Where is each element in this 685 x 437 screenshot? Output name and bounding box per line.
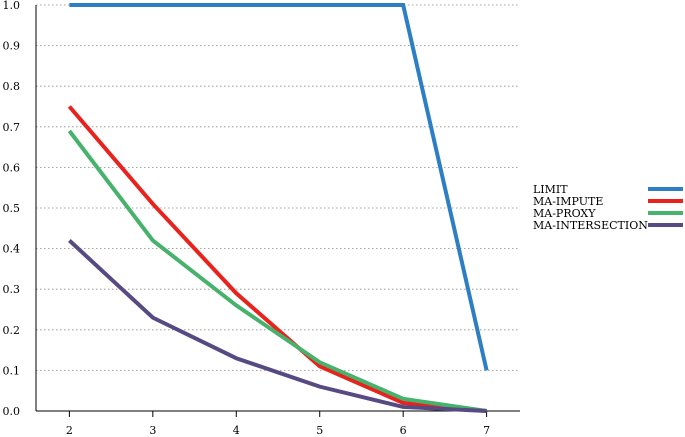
y-tick-label: 0.2 [3,324,21,337]
series-lines [67,3,489,413]
axes [35,5,520,417]
y-tick-label: 0.3 [3,283,21,296]
legend-label: MA-INTERSECTION [533,219,648,232]
y-tick-label: 0.0 [3,405,21,418]
y-tick-label: 0.9 [3,40,21,53]
legend-label: LIMIT [533,183,568,196]
series-line-limit [69,3,489,371]
y-tick-label: 0.1 [3,364,21,377]
x-tick-label: 5 [316,424,323,437]
y-gridlines [36,4,520,371]
x-tick-label: 4 [233,424,240,437]
y-tick-label: 0.7 [3,121,21,134]
x-tick-label: 6 [400,424,407,437]
series-line-ma-intersection [68,239,487,413]
legend-label: MA-IMPUTE [533,195,603,208]
series-line-ma-impute [67,105,487,413]
y-tick-label: 1.0 [3,0,21,12]
y-tick-label: 0.4 [3,243,21,256]
legend-label: MA-PROXY [533,207,596,220]
series-line-ma-proxy [67,129,487,413]
x-tick-labels: 2 3 4 5 6 7 [66,424,490,437]
x-tick-label: 3 [149,424,156,437]
x-tick-label: 7 [483,424,490,437]
y-tick-labels: 0.0 0.1 0.2 0.3 0.4 0.5 0.6 0.7 0.8 0.9 1.0 [3,0,21,418]
x-tick-label: 2 [66,424,73,437]
y-tick-label: 0.8 [3,80,21,93]
y-tick-label: 0.5 [3,202,21,215]
y-tick-label: 0.6 [3,161,21,174]
